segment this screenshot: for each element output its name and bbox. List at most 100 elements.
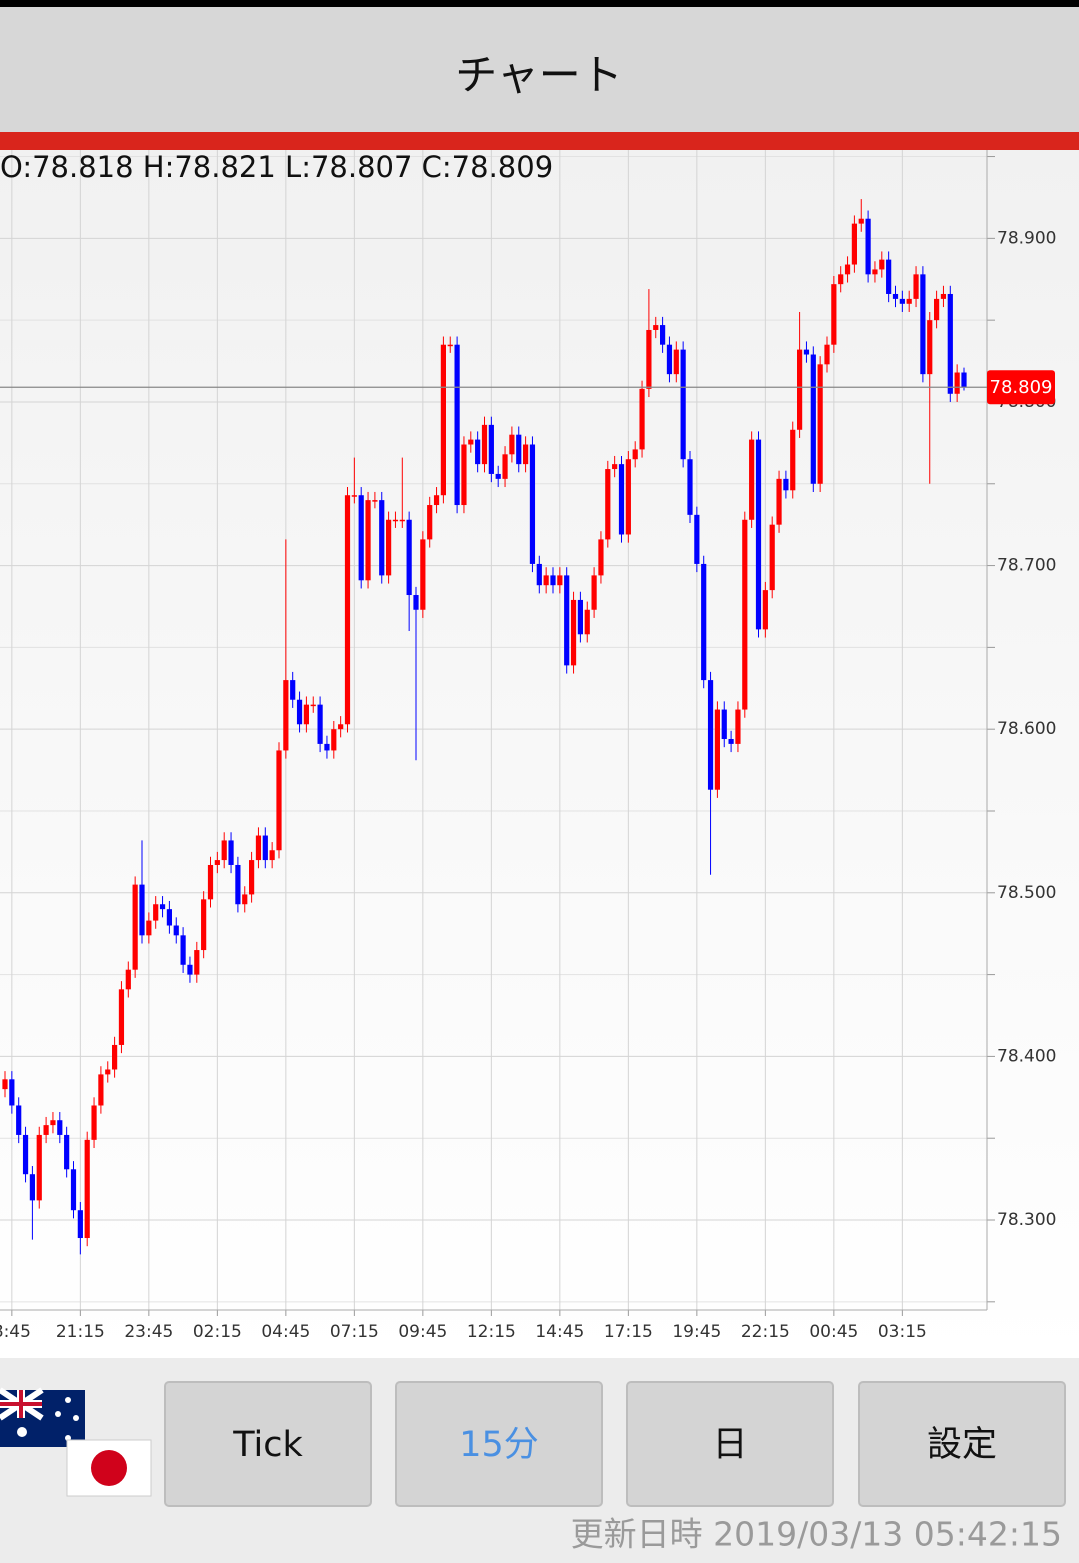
candle-body	[769, 524, 775, 591]
candle-body	[790, 429, 796, 491]
candle-body	[831, 284, 837, 345]
candle-body	[173, 925, 179, 936]
candle-body	[625, 459, 631, 535]
candle-body	[43, 1125, 49, 1135]
last-price-tag	[987, 370, 1055, 405]
button[interactable]	[858, 1381, 1066, 1507]
candle-body	[194, 950, 200, 975]
candle-body	[612, 464, 618, 470]
candle-body	[132, 884, 138, 970]
candle-body	[98, 1074, 104, 1106]
candle-body	[9, 1079, 15, 1106]
candle-body	[22, 1134, 29, 1175]
candle-body	[242, 894, 248, 905]
candle-body	[118, 989, 125, 1045]
candle-body	[646, 329, 652, 389]
candle-body	[564, 575, 570, 666]
candle-body	[262, 835, 268, 861]
accent-bar	[0, 132, 1079, 150]
candle-body	[502, 454, 508, 479]
candle-body	[91, 1105, 97, 1140]
x-tick-label: 02:15	[193, 1322, 242, 1342]
candle-body	[557, 575, 563, 586]
candle-body	[851, 223, 857, 265]
candle-body	[16, 1105, 22, 1135]
x-tick-label: 14:45	[535, 1322, 584, 1342]
candle-body	[139, 884, 145, 936]
candle-body	[70, 1169, 77, 1211]
candle-body	[762, 590, 768, 630]
button-label[interactable]: 日	[712, 1425, 747, 1465]
y-tick-label: 78.700	[997, 556, 1056, 576]
candle-body	[742, 519, 748, 710]
candle-body	[639, 388, 645, 450]
candle-body	[714, 709, 720, 790]
candle-body	[481, 424, 488, 465]
candle-body	[529, 444, 536, 564]
chart: 78.30078.40078.50078.60078.70078.80078.9…	[0, 150, 1056, 1342]
candle-body	[913, 274, 919, 299]
candle-body	[865, 218, 871, 275]
candle-body	[516, 434, 522, 465]
candle-body	[64, 1134, 70, 1170]
candle-body	[543, 575, 549, 586]
candle-body	[57, 1120, 63, 1135]
candle-body	[440, 344, 446, 496]
candle-body	[940, 293, 947, 299]
candle-body	[392, 519, 399, 522]
candle-body	[673, 349, 679, 375]
candle-body	[310, 704, 316, 707]
button[interactable]	[626, 1381, 834, 1507]
button-label[interactable]: 15分	[459, 1425, 539, 1465]
candle-body	[235, 864, 241, 905]
candle-body	[728, 738, 734, 744]
candle-body	[420, 539, 426, 610]
candle-body	[399, 519, 405, 522]
candle-body	[180, 935, 186, 965]
candle-body	[303, 704, 309, 725]
button[interactable]	[395, 1381, 603, 1507]
candle-body	[379, 500, 385, 576]
candle-body	[961, 372, 967, 388]
y-tick-label: 78.500	[997, 883, 1056, 903]
button[interactable]	[164, 1381, 372, 1507]
candle-body	[207, 864, 214, 900]
last-price-label: 78.809	[990, 377, 1053, 398]
candle-body	[872, 269, 878, 275]
y-tick-label: 78.300	[997, 1210, 1056, 1230]
candle-body	[331, 729, 337, 751]
x-tick-label: 23:45	[124, 1322, 173, 1342]
candle-body	[660, 325, 666, 345]
candle-body	[125, 969, 131, 990]
x-tick-label: 04:45	[261, 1322, 310, 1342]
candle-body	[886, 259, 892, 294]
candle-body	[406, 519, 412, 596]
button-label[interactable]: 設定	[927, 1425, 997, 1465]
candle-body	[427, 505, 433, 540]
header-bar	[0, 7, 1079, 132]
button-row: Tick 15分 日 設定	[164, 1381, 1066, 1507]
candle-body	[591, 575, 597, 610]
candle-body	[290, 680, 296, 700]
candle-body	[324, 743, 330, 751]
chart-background	[0, 150, 1079, 1358]
candle-body	[755, 439, 762, 630]
candle-body	[879, 259, 885, 270]
x-tick-label: 07:15	[330, 1322, 379, 1342]
candle-body	[810, 354, 816, 484]
candle-body	[488, 424, 494, 474]
ohlc-readout: O:78.818 H:78.821 L:78.807 C:78.809	[0, 150, 553, 184]
candle-body	[146, 920, 152, 936]
candle-body	[954, 372, 960, 394]
x-tick-label: 00:45	[809, 1322, 858, 1342]
candle-body	[112, 1044, 118, 1070]
button-label[interactable]: Tick	[232, 1425, 303, 1465]
candle-body	[892, 293, 899, 299]
candle-body	[934, 298, 940, 321]
candle-body	[84, 1139, 90, 1239]
candle-body	[838, 274, 844, 285]
candle-body	[296, 699, 303, 725]
candle-body	[413, 595, 419, 610]
x-tick-label: 22:15	[741, 1322, 790, 1342]
candle-body	[276, 750, 282, 851]
